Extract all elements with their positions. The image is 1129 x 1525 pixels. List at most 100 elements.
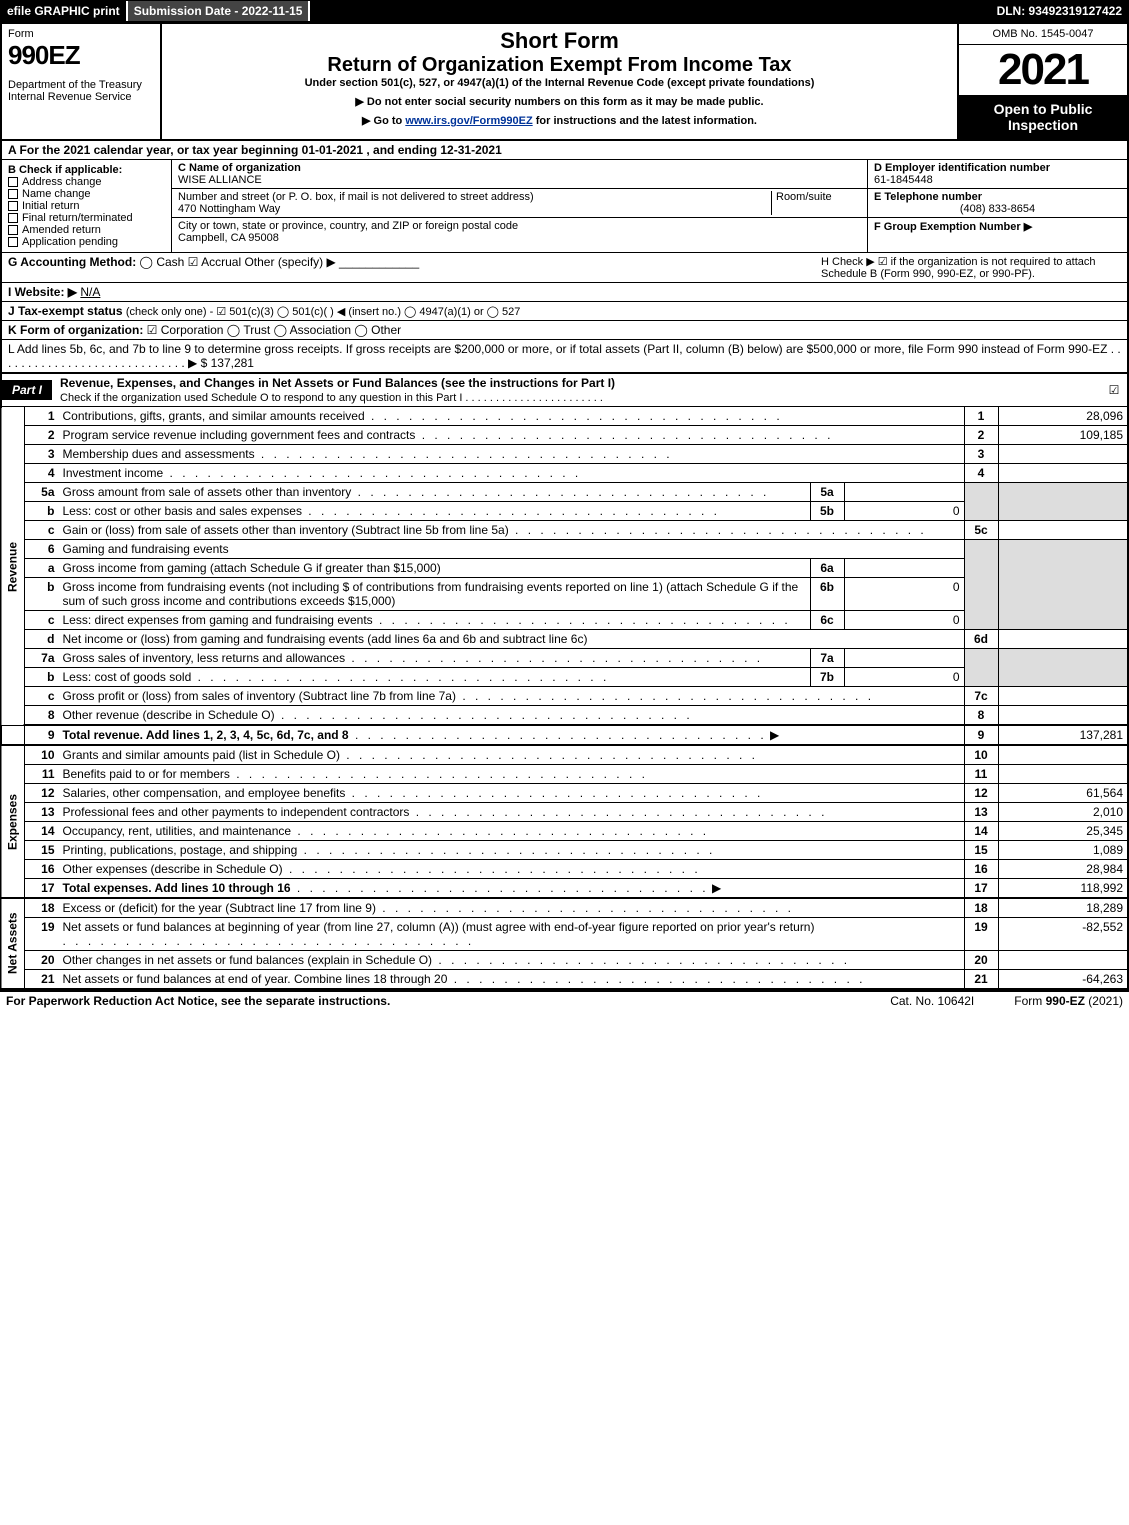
chk-other-method[interactable]: Other (specify) ▶ ____________ — [244, 255, 419, 269]
line-5c-val — [998, 521, 1128, 540]
line-17-val: 118,992 — [998, 879, 1128, 899]
line-20-rnum: 20 — [964, 951, 998, 970]
line-7a-subnum: 7a — [810, 649, 844, 668]
part1-table: Revenue 1 Contributions, gifts, grants, … — [0, 407, 1129, 990]
line-16-desc: Other expenses (describe in Schedule O) — [59, 860, 965, 879]
footer-left: For Paperwork Reduction Act Notice, see … — [6, 994, 890, 1008]
line-2-rnum: 2 — [964, 426, 998, 445]
tax-year: 2021 — [959, 45, 1127, 95]
line-15-num: 15 — [25, 841, 59, 860]
line-5c-desc: Gain or (loss) from sale of assets other… — [59, 521, 965, 540]
line-18-num: 18 — [25, 898, 59, 918]
line-14-num: 14 — [25, 822, 59, 841]
chk-initial-return[interactable]: Initial return — [8, 200, 165, 212]
line-19-rnum: 19 — [964, 918, 998, 951]
line-10-desc: Grants and similar amounts paid (list in… — [59, 745, 965, 765]
website-label: I Website: ▶ — [8, 285, 77, 299]
section-b-title: B Check if applicable: — [8, 164, 165, 176]
form-number: 990EZ — [8, 40, 154, 71]
chk-amended-return[interactable]: Amended return — [8, 224, 165, 236]
chk-final-return[interactable]: Final return/terminated — [8, 212, 165, 224]
line-13-rnum: 13 — [964, 803, 998, 822]
chk-name-change[interactable]: Name change — [8, 188, 165, 200]
irs-link[interactable]: www.irs.gov/Form990EZ — [405, 115, 532, 127]
line-12-val: 61,564 — [998, 784, 1128, 803]
line-11-val — [998, 765, 1128, 784]
section-def: D Employer identification number 61-1845… — [867, 160, 1127, 252]
line-5b-subval: 0 — [844, 502, 964, 521]
line-18-val: 18,289 — [998, 898, 1128, 918]
line-11-num: 11 — [25, 765, 59, 784]
line-15-rnum: 15 — [964, 841, 998, 860]
chk-cash[interactable]: ◯ Cash — [140, 255, 185, 269]
part1-checktext: Check if the organization used Schedule … — [60, 392, 603, 404]
phone-value: (408) 833-8654 — [874, 203, 1121, 215]
line-5c-num: c — [25, 521, 59, 540]
line-9-num: 9 — [25, 725, 59, 745]
note-link: ▶ Go to www.irs.gov/Form990EZ for instru… — [170, 114, 949, 127]
chk-application-pending[interactable]: Application pending — [8, 236, 165, 248]
street-row: Number and street (or P. O. box, if mail… — [172, 189, 867, 218]
line-8-desc: Other revenue (describe in Schedule O) — [59, 706, 965, 726]
form-word: Form — [8, 28, 154, 40]
part1-checkbox[interactable]: ☑ — [1101, 383, 1127, 397]
part1-title: Revenue, Expenses, and Changes in Net As… — [52, 374, 1101, 406]
chk-address-change[interactable]: Address change — [8, 176, 165, 188]
org-name-row: C Name of organization WISE ALLIANCE — [172, 160, 867, 189]
short-form-title: Short Form — [170, 28, 949, 54]
line-6b-subnum: 6b — [810, 578, 844, 611]
dln: DLN: 93492319127422 — [991, 1, 1128, 21]
accounting-label: G Accounting Method: — [8, 255, 136, 269]
line-5c-rnum: 5c — [964, 521, 998, 540]
chk-accrual[interactable]: ☑ Accrual — [188, 255, 241, 269]
section-d: D Employer identification number 61-1845… — [868, 160, 1127, 189]
side-net-assets: Net Assets — [1, 898, 25, 989]
line-5a-subnum: 5a — [810, 483, 844, 502]
line-9-desc: Total revenue. Add lines 1, 2, 3, 4, 5c,… — [59, 725, 965, 745]
line-16-rnum: 16 — [964, 860, 998, 879]
line-6c-subnum: 6c — [810, 611, 844, 630]
line-6a-desc: Gross income from gaming (attach Schedul… — [59, 559, 811, 578]
header-right: OMB No. 1545-0047 2021 Open to Public In… — [957, 24, 1127, 139]
header-middle: Short Form Return of Organization Exempt… — [162, 24, 957, 139]
line-15-desc: Printing, publications, postage, and shi… — [59, 841, 965, 860]
line-4-val — [998, 464, 1128, 483]
line-8-rnum: 8 — [964, 706, 998, 726]
city-label: City or town, state or province, country… — [178, 220, 518, 232]
line-13-val: 2,010 — [998, 803, 1128, 822]
line-2-num: 2 — [25, 426, 59, 445]
section-a: A For the 2021 calendar year, or tax yea… — [0, 141, 1129, 160]
shade-6abc — [964, 540, 998, 630]
line-5a-subval — [844, 483, 964, 502]
line-12-rnum: 12 — [964, 784, 998, 803]
line-6a-num: a — [25, 559, 59, 578]
section-h: H Check ▶ ☑ if the organization is not r… — [821, 255, 1121, 280]
line-8-val — [998, 706, 1128, 726]
shade-7ab — [964, 649, 998, 687]
line-20-desc: Other changes in net assets or fund bala… — [59, 951, 965, 970]
line-11-rnum: 11 — [964, 765, 998, 784]
line-1-val: 28,096 — [998, 407, 1128, 426]
line-19-num: 19 — [25, 918, 59, 951]
side-blank-rev — [1, 725, 25, 745]
line-12-desc: Salaries, other compensation, and employ… — [59, 784, 965, 803]
line-1-num: 1 — [25, 407, 59, 426]
line-5a-num: 5a — [25, 483, 59, 502]
city-row: City or town, state or province, country… — [172, 218, 867, 246]
section-i: I Website: ▶ N/A — [0, 283, 1129, 302]
shade-6abc-val — [998, 540, 1128, 630]
main-title: Return of Organization Exempt From Incom… — [170, 54, 949, 77]
line-5b-subnum: 5b — [810, 502, 844, 521]
open-to-public: Open to Public Inspection — [959, 95, 1127, 139]
line-20-num: 20 — [25, 951, 59, 970]
line-16-num: 16 — [25, 860, 59, 879]
footer-right: Form 990-EZ (2021) — [1014, 994, 1123, 1008]
note-ssn: ▶ Do not enter social security numbers o… — [170, 95, 949, 108]
org-name-label: C Name of organization — [178, 162, 301, 174]
line-7a-subval — [844, 649, 964, 668]
shade-7ab-val — [998, 649, 1128, 687]
line-1-desc: Contributions, gifts, grants, and simila… — [59, 407, 965, 426]
line-7b-num: b — [25, 668, 59, 687]
line-14-val: 25,345 — [998, 822, 1128, 841]
room-suite-label: Room/suite — [771, 191, 861, 215]
